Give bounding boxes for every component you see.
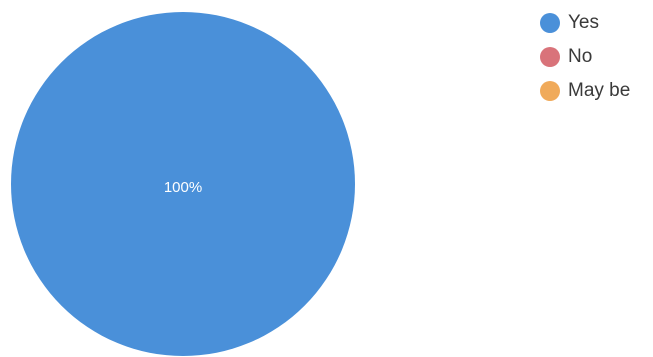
slice-label-yes: 100%	[164, 179, 202, 196]
legend-label-may-be: May be	[568, 80, 631, 101]
legend-swatch-no	[540, 47, 560, 67]
legend-item-no[interactable]: No	[540, 40, 630, 74]
legend-swatch-may-be	[540, 81, 560, 101]
pie-slices	[11, 12, 355, 356]
legend-label-yes: Yes	[568, 12, 599, 33]
legend-item-yes[interactable]: Yes	[540, 6, 630, 40]
pie-slice-yes[interactable]	[11, 12, 355, 356]
legend-swatch-yes	[540, 13, 560, 33]
legend-label-no: No	[568, 46, 593, 67]
legend-item-may-be[interactable]: May be	[540, 74, 630, 108]
legend: Yes No May be	[540, 6, 630, 108]
